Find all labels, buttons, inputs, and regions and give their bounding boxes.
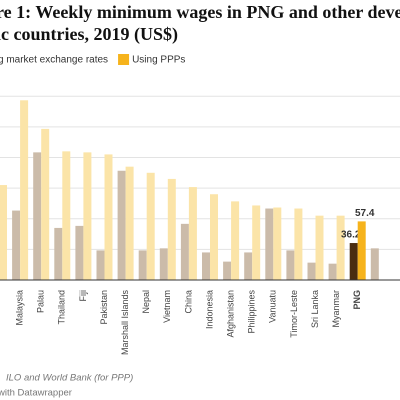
x-tick-label: PNG (352, 290, 362, 310)
data-label: 57.4 (355, 208, 375, 219)
bar (180, 223, 189, 280)
credit: with Datawrapper (0, 388, 72, 399)
bar (244, 252, 253, 280)
legend-label: Using PPPs (132, 55, 185, 66)
bar (83, 152, 92, 280)
legend-swatch (118, 54, 130, 65)
x-tick-label: Fiji (78, 290, 88, 302)
bar (349, 243, 358, 280)
bar (286, 250, 295, 280)
bar (307, 262, 316, 280)
bar (210, 194, 218, 280)
bar (315, 215, 324, 280)
bar (62, 151, 71, 280)
bar (294, 208, 303, 280)
bar (104, 154, 113, 280)
bar (54, 227, 63, 280)
bar (336, 215, 345, 280)
bar (41, 128, 50, 280)
bar (167, 178, 176, 280)
bar (159, 248, 168, 280)
x-tick-label: China (183, 290, 193, 314)
bar (33, 152, 42, 280)
bar (125, 166, 134, 280)
bar (328, 263, 337, 280)
bar (370, 248, 379, 280)
bar (231, 201, 240, 280)
x-tick-label: Timor-Leste (289, 290, 299, 338)
source: ILO and World Bank (for PPP) (6, 373, 133, 384)
x-tick-label: Malaysia (14, 290, 24, 326)
x-tick-label: Marshall Islands (120, 290, 130, 356)
legend-label: g market exchange rates (0, 55, 108, 66)
bar (0, 185, 7, 280)
bar (265, 208, 274, 280)
data-label: 36.2 (341, 230, 361, 241)
bar (20, 100, 29, 280)
x-tick-label: Vanuatu (268, 290, 278, 323)
x-tick-label: Indonesia (204, 290, 214, 329)
bar (252, 205, 261, 280)
x-tick-label: Thailand (57, 290, 67, 325)
x-tick-label: Sri Lanka (310, 290, 320, 328)
bar (188, 187, 197, 280)
chart-title: re 1: Weekly minimum wages in PNG and ot… (0, 2, 400, 22)
x-tick-label: Pakistan (99, 290, 109, 325)
bar (223, 261, 232, 280)
chart-title: ic countries, 2019 (US$) (0, 24, 178, 45)
x-tick-label: Philippines (247, 290, 257, 334)
x-tick-label: Nepal (141, 290, 151, 314)
bar (96, 250, 105, 280)
x-tick-label: Vietnam (162, 290, 172, 323)
x-tick-label: Afghanistan (225, 290, 235, 338)
x-tick-label: Palau (36, 290, 46, 313)
bar (138, 250, 147, 280)
bar (146, 172, 155, 280)
x-tick-label: Myanmar (331, 290, 341, 328)
bar (75, 225, 84, 280)
bar (202, 252, 210, 280)
bar (12, 210, 21, 280)
bar (117, 170, 126, 280)
bar (273, 207, 282, 280)
bar (357, 221, 366, 280)
